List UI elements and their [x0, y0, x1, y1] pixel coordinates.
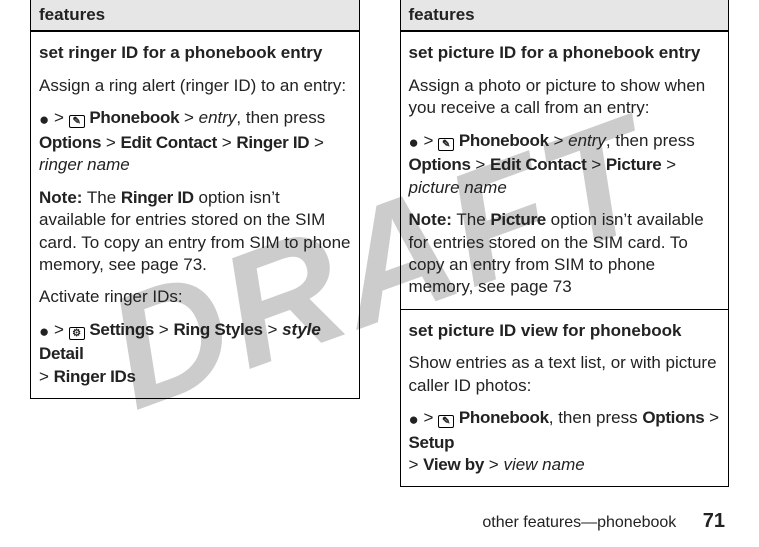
gt: > — [49, 320, 68, 339]
center-key-icon: ● — [39, 321, 49, 343]
left-column: features set ringer ID for a phonebook e… — [30, 0, 360, 487]
gt: > — [549, 131, 568, 150]
gt: > — [661, 155, 676, 174]
right-title-1: set picture ID for a phonebook entry — [409, 42, 721, 64]
note-picture: Picture — [490, 210, 546, 229]
view-name-var: view name — [503, 455, 584, 474]
phonebook-icon: ✎ — [438, 138, 454, 151]
options-label: Options — [409, 155, 471, 174]
gt: > — [309, 133, 324, 152]
ringer-ids-label: Ringer IDs — [54, 367, 136, 386]
gt: > — [484, 455, 503, 474]
view-by-label: View by — [423, 455, 484, 474]
gt: > — [419, 408, 438, 427]
right-cell-picture-id: set picture ID for a phonebook entry Ass… — [400, 32, 730, 309]
right-column: features set picture ID for a phonebook … — [400, 0, 730, 487]
note-a: The — [82, 188, 120, 207]
picture-name-var: picture name — [409, 178, 507, 197]
left-p1: Assign a ring alert (ringer ID) to an en… — [39, 75, 351, 97]
right-title-2: set picture ID view for phonebook — [409, 320, 721, 342]
center-key-icon: ● — [409, 132, 419, 154]
right-p1: Assign a photo or picture to show when y… — [409, 75, 721, 120]
left-nav2-path: ● > ⚙ Settings > Ring Styles > style Det… — [39, 319, 351, 388]
left-note: Note: The Ringer ID option isn’t availab… — [39, 187, 351, 277]
settings-label: Settings — [89, 320, 154, 339]
left-title: set ringer ID for a phonebook entry — [39, 42, 351, 64]
center-key-icon: ● — [39, 109, 49, 131]
gt: > — [39, 367, 54, 386]
two-column-layout: features set ringer ID for a phonebook e… — [0, 0, 759, 487]
gt: > — [49, 108, 68, 127]
edit-contact-label: Edit Contact — [121, 133, 218, 152]
gt: > — [263, 320, 282, 339]
phonebook-label: Phonebook — [459, 131, 549, 150]
gt: > — [409, 455, 424, 474]
picture-label: Picture — [606, 155, 662, 174]
note-label: Note: — [39, 188, 82, 207]
gt: > — [217, 133, 236, 152]
right-note: Note: The Picture option isn’t available… — [409, 209, 721, 299]
then-text: , then press — [606, 131, 695, 150]
then-text: , then press — [236, 108, 325, 127]
options-label: Options — [39, 133, 101, 152]
phonebook-label: Phonebook — [459, 408, 549, 427]
then-text: , then press — [549, 408, 643, 427]
entry-var: entry — [199, 108, 237, 127]
gt: > — [101, 133, 120, 152]
gt: > — [587, 155, 606, 174]
note-label: Note: — [409, 210, 452, 229]
phonebook-label: Phonebook — [89, 108, 179, 127]
options-label: Options — [642, 408, 704, 427]
gt: > — [419, 131, 438, 150]
gt: > — [471, 155, 490, 174]
right-p2: Show entries as a text list, or with pic… — [409, 352, 721, 397]
left-cell-ringer-id: set ringer ID for a phonebook entry Assi… — [30, 32, 360, 399]
center-key-icon: ● — [409, 409, 419, 431]
ringer-id-label: Ringer ID — [236, 133, 309, 152]
gt: > — [704, 408, 719, 427]
gt: > — [154, 320, 173, 339]
note-ringerid: Ringer ID — [121, 188, 194, 207]
settings-icon: ⚙ — [69, 327, 85, 340]
footer-section: other features—phonebook — [482, 514, 676, 531]
activate-line: Activate ringer IDs: — [39, 286, 351, 308]
ring-styles-label: Ring Styles — [173, 320, 262, 339]
gt: > — [179, 108, 198, 127]
right-cell-picture-id-view: set picture ID view for phonebook Show e… — [400, 310, 730, 488]
setup-label: Setup — [409, 433, 455, 452]
note-a: The — [452, 210, 490, 229]
style-var: style — [282, 320, 321, 339]
left-header: features — [30, 0, 360, 32]
left-nav-path: ● > ✎ Phonebook > entry, then press Opti… — [39, 107, 351, 176]
right-nav-path: ● > ✎ Phonebook > entry, then press Opti… — [409, 130, 721, 199]
phonebook-icon: ✎ — [438, 415, 454, 428]
phonebook-icon: ✎ — [69, 115, 85, 128]
page-footer: other features—phonebook 71 — [482, 510, 725, 533]
entry-var: entry — [568, 131, 606, 150]
ringer-name-var: ringer name — [39, 155, 130, 174]
right-nav2-path: ● > ✎ Phonebook, then press Options > Se… — [409, 407, 721, 476]
right-header: features — [400, 0, 730, 32]
edit-contact-label: Edit Contact — [490, 155, 587, 174]
detail-label: Detail — [39, 344, 84, 363]
page-number: 71 — [703, 510, 725, 532]
